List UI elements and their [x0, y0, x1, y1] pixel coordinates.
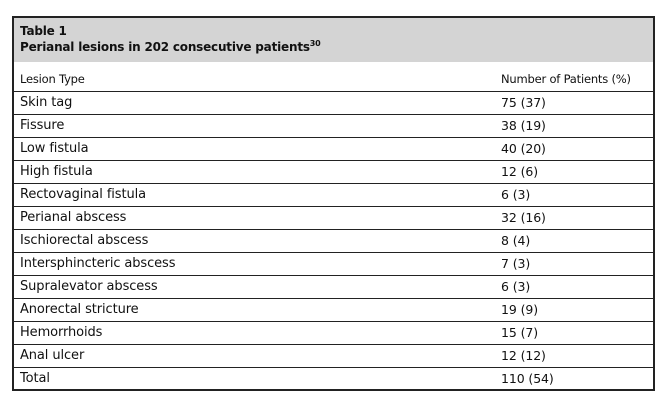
lesion-type-cell: Fissure [20, 118, 65, 133]
table-title-text: Perianal lesions in 202 consecutive pati… [20, 40, 310, 54]
lesion-type-cell: Supralevator abscess [20, 279, 158, 294]
header-number-of-patients: Number of Patients (%) [501, 72, 631, 86]
patient-count-cell: 38 (19) [501, 118, 546, 133]
lesion-type-cell: High fistula [20, 164, 93, 179]
patient-count-cell: 8 (4) [501, 233, 531, 248]
table-row: Ischiorectal abscess 8 (4) [14, 230, 653, 253]
patient-count-cell: 7 (3) [501, 256, 531, 271]
patient-count-cell: 19 (9) [501, 302, 538, 317]
lesion-type-cell: Hemorrhoids [20, 325, 103, 340]
lesion-type-cell: Intersphincteric abscess [20, 256, 176, 271]
table-row: Skin tag 75 (37) [14, 92, 653, 115]
table-row: High fistula 12 (6) [14, 161, 653, 184]
table-body: Skin tag 75 (37) Fissure 38 (19) Low fis… [14, 92, 653, 391]
table-row: Low fistula 40 (20) [14, 138, 653, 161]
table-row: Perianal abscess 32 (16) [14, 207, 653, 230]
table-caption: Table 1 Perianal lesions in 202 consecut… [14, 18, 653, 62]
patient-count-cell: 110 (54) [501, 371, 554, 386]
patient-count-cell: 6 (3) [501, 279, 531, 294]
table-label: Table 1 [20, 24, 67, 38]
patient-count-cell: 75 (37) [501, 95, 546, 110]
table-title-reference: 30 [309, 39, 321, 48]
table-title: Perianal lesions in 202 consecutive pati… [20, 39, 653, 55]
table-row: Fissure 38 (19) [14, 115, 653, 138]
lesion-type-cell: Ischiorectal abscess [20, 233, 149, 248]
table-header-row: Lesion Type Number of Patients (%) [14, 67, 653, 92]
table-row: Rectovaginal fistula 6 (3) [14, 184, 653, 207]
lesion-type-cell: Anal ulcer [20, 348, 85, 363]
lesion-type-cell: Rectovaginal fistula [20, 187, 146, 202]
lesion-type-cell: Perianal abscess [20, 210, 127, 225]
patient-count-cell: 15 (7) [501, 325, 538, 340]
table-row: Intersphincteric abscess 7 (3) [14, 253, 653, 276]
lesion-type-cell: Low fistula [20, 141, 89, 156]
patient-count-cell: 32 (16) [501, 210, 546, 225]
lesion-type-cell: Total [20, 371, 50, 386]
patient-count-cell: 6 (3) [501, 187, 531, 202]
table-row: Hemorrhoids 15 (7) [14, 322, 653, 345]
table-row: Total 110 (54) [14, 368, 653, 391]
table-row: Anal ulcer 12 (12) [14, 345, 653, 368]
patient-count-cell: 40 (20) [501, 141, 546, 156]
patient-count-cell: 12 (12) [501, 348, 546, 363]
header-lesion-type: Lesion Type [20, 72, 85, 86]
table-row: Supralevator abscess 6 (3) [14, 276, 653, 299]
lesion-type-cell: Anorectal stricture [20, 302, 139, 317]
lesion-type-cell: Skin tag [20, 95, 73, 110]
table-row: Anorectal stricture 19 (9) [14, 299, 653, 322]
lesions-table: Table 1 Perianal lesions in 202 consecut… [12, 16, 655, 391]
patient-count-cell: 12 (6) [501, 164, 538, 179]
